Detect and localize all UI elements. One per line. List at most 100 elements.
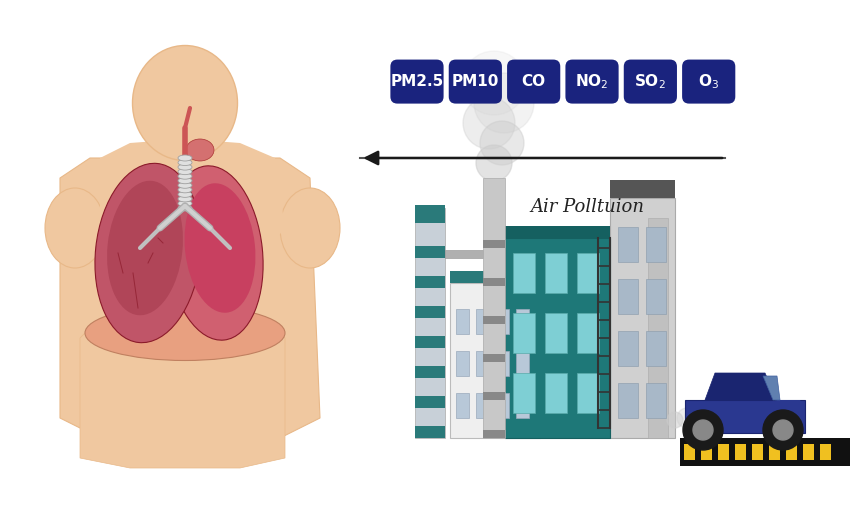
Ellipse shape [178,196,192,202]
Bar [513,313,535,353]
Circle shape [685,404,709,428]
Bar [648,218,668,438]
Bar [513,373,535,413]
Bar [483,316,505,324]
Polygon shape [685,400,805,433]
Bar [415,426,445,438]
Circle shape [763,410,803,450]
Bar [415,276,445,288]
FancyBboxPatch shape [565,60,619,104]
Circle shape [476,145,512,181]
Bar [786,444,797,460]
Text: NO$_2$: NO$_2$ [575,72,609,91]
Bar [618,279,638,314]
Bar [752,444,763,460]
Bar [505,226,610,238]
FancyBboxPatch shape [390,60,444,104]
Bar [516,393,529,418]
Bar [483,430,505,438]
Polygon shape [80,303,285,468]
Circle shape [474,73,534,133]
Polygon shape [705,373,777,400]
Bar [701,444,712,460]
Bar [496,309,509,334]
Bar [646,227,666,262]
Polygon shape [60,158,320,438]
Circle shape [462,51,526,115]
Bar [415,246,445,258]
Bar [618,331,638,366]
Bar [545,313,567,353]
Bar [476,309,489,334]
Bar [476,351,489,376]
Bar [483,354,505,362]
FancyBboxPatch shape [624,60,677,104]
Bar [415,208,445,438]
Ellipse shape [178,173,192,179]
Bar [577,313,599,353]
Bar [684,444,695,460]
Polygon shape [100,140,285,258]
Bar [618,383,638,418]
Bar [516,351,529,376]
Text: PM2.5: PM2.5 [390,74,444,89]
Bar [496,393,509,418]
Bar [516,309,529,334]
Bar [456,351,469,376]
Ellipse shape [107,181,183,315]
Bar [450,271,540,283]
Bar [415,366,445,378]
Bar [545,373,567,413]
Bar [456,309,469,334]
Ellipse shape [178,187,192,193]
Text: CO: CO [522,74,546,89]
Bar [820,444,831,460]
Text: PM10: PM10 [451,74,499,89]
Bar [803,444,814,460]
Ellipse shape [178,169,192,175]
Bar [646,331,666,366]
Bar [483,278,505,286]
FancyBboxPatch shape [449,60,502,104]
Ellipse shape [45,188,105,268]
Text: SO$_2$: SO$_2$ [634,72,667,91]
Bar [476,393,489,418]
Circle shape [773,420,793,440]
Polygon shape [763,376,780,400]
FancyBboxPatch shape [507,60,560,104]
Ellipse shape [280,188,340,268]
Circle shape [677,408,697,428]
Circle shape [667,412,683,428]
Circle shape [683,410,723,450]
Circle shape [463,97,515,149]
Ellipse shape [132,46,238,161]
Ellipse shape [186,139,214,161]
Ellipse shape [184,183,256,313]
Bar [718,444,729,460]
Bar [483,240,505,248]
Bar [769,444,780,460]
Bar [450,283,540,438]
FancyBboxPatch shape [166,101,208,165]
Ellipse shape [178,182,192,188]
Circle shape [480,121,524,165]
Bar [610,198,675,438]
Bar [577,373,599,413]
Bar [735,444,746,460]
Bar [415,336,445,348]
Ellipse shape [178,205,192,211]
Bar [483,392,505,400]
Bar [646,279,666,314]
Bar [483,178,505,438]
Bar [415,396,445,408]
Bar [445,250,483,258]
Bar [415,306,445,318]
Bar [415,205,445,223]
Bar [505,238,610,438]
Ellipse shape [178,160,192,166]
Bar [456,393,469,418]
Text: O$_3$: O$_3$ [698,72,719,91]
Bar [610,180,675,198]
Text: Air Polltuion: Air Polltuion [531,198,644,216]
Bar [513,253,535,293]
